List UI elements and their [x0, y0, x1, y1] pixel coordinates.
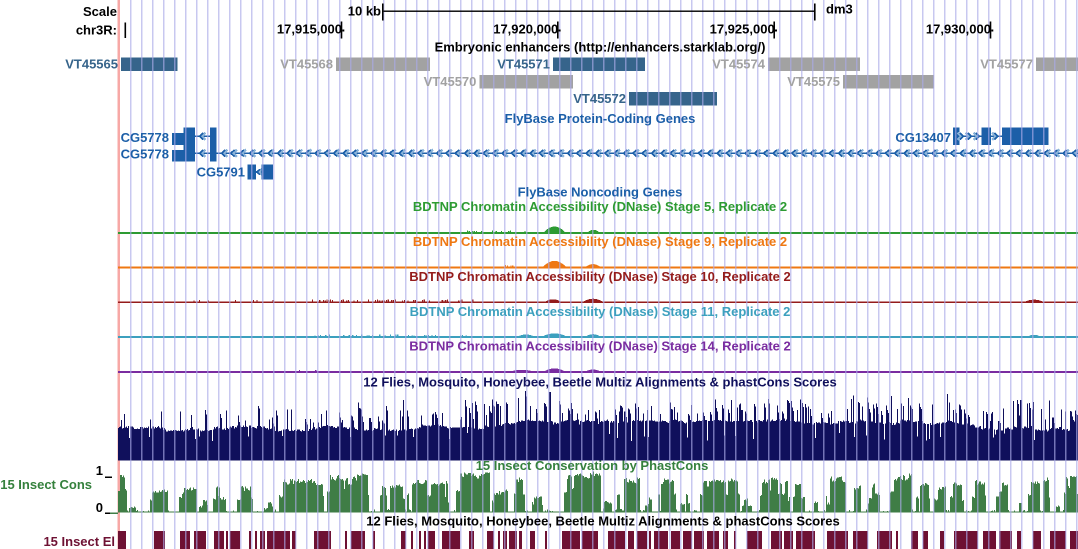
svg-text:FlyBase Protein-Coding Genes: FlyBase Protein-Coding Genes	[505, 111, 696, 126]
svg-text:VT45572: VT45572	[573, 91, 626, 106]
svg-text:VT45574: VT45574	[712, 57, 766, 72]
svg-text:15 Insect El: 15 Insect El	[43, 534, 115, 549]
svg-text:17,920,000: 17,920,000	[493, 22, 558, 37]
svg-text:BDTNP Chromatin Accessibility: BDTNP Chromatin Accessibility (DNase) St…	[410, 304, 791, 319]
svg-text:17,925,000: 17,925,000	[710, 22, 775, 37]
svg-text:chr3R:: chr3R:	[76, 23, 117, 38]
svg-text:dm3: dm3	[826, 2, 853, 17]
svg-text:Embryonic enhancers (http://en: Embryonic enhancers (http://enhancers.st…	[435, 40, 766, 55]
svg-text:0: 0	[96, 500, 103, 515]
svg-text:VT45565: VT45565	[65, 57, 118, 72]
svg-text:17,930,000: 17,930,000	[926, 22, 991, 37]
svg-text:CG13407: CG13407	[895, 130, 951, 145]
svg-text:Scale: Scale	[83, 4, 117, 19]
svg-text:12 Flies, Mosquito, Honeybee,: 12 Flies, Mosquito, Honeybee, Beetle Mul…	[363, 375, 836, 390]
svg-text:BDTNP Chromatin Accessibility: BDTNP Chromatin Accessibility (DNase) St…	[409, 269, 790, 284]
svg-text:FlyBase Noncoding Genes: FlyBase Noncoding Genes	[518, 185, 683, 200]
svg-text:BDTNP Chromatin Accessibility: BDTNP Chromatin Accessibility (DNase) St…	[409, 339, 790, 354]
svg-text:CG5791: CG5791	[197, 165, 245, 180]
svg-text:BDTNP Chromatin Accessibility: BDTNP Chromatin Accessibility (DNase) St…	[413, 234, 787, 249]
svg-text:12 Flies, Mosquito, Honeybee,: 12 Flies, Mosquito, Honeybee, Beetle Mul…	[366, 514, 839, 529]
svg-text:CG5778: CG5778	[121, 130, 169, 145]
svg-text:15 Insect Cons: 15 Insect Cons	[0, 477, 92, 492]
svg-text:VT45570: VT45570	[424, 74, 477, 89]
svg-text:1: 1	[96, 463, 103, 478]
svg-text:VT45577: VT45577	[980, 57, 1033, 72]
svg-text:VT45568: VT45568	[280, 57, 333, 72]
svg-text:VT45571: VT45571	[497, 57, 550, 72]
svg-text:VT45575: VT45575	[787, 74, 840, 89]
svg-text:15 Insect Conservation by Phas: 15 Insect Conservation by PhastCons	[476, 458, 709, 473]
svg-text:CG5778: CG5778	[121, 147, 169, 162]
svg-text:10 kb: 10 kb	[348, 4, 381, 19]
svg-text:17,915,000: 17,915,000	[277, 22, 342, 37]
svg-text:BDTNP Chromatin Accessibility: BDTNP Chromatin Accessibility (DNase) St…	[413, 199, 787, 214]
